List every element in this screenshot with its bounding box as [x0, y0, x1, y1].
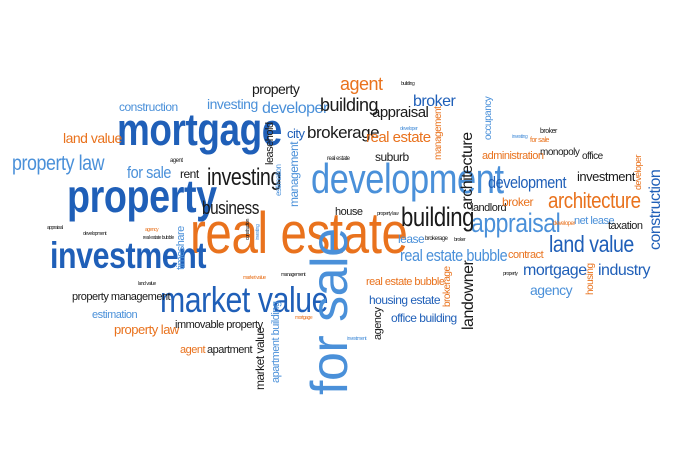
word-architecture-right: architecture: [548, 188, 641, 213]
word-property-management: property management: [72, 291, 171, 303]
word-market-value-tiny: market value: [243, 275, 266, 281]
word-real-estate-bubble-blue: real estate bubble: [400, 246, 508, 265]
word-lease: lease: [398, 232, 425, 246]
word-real-estate-main: real estate: [190, 201, 408, 266]
word-investing-tiny: investing: [512, 134, 528, 140]
word-agent-bottom: agent: [180, 344, 206, 356]
word-occupancy-vert: occupancy: [483, 96, 494, 140]
word-property-tiny: property: [503, 271, 518, 277]
word-broker-tiny: broker: [454, 237, 466, 243]
word-mortgage-main: mortgage: [117, 104, 282, 155]
word-management-vert: management: [287, 141, 301, 207]
word-administration: administration: [482, 150, 544, 162]
word-estimation-bottom: estimation: [92, 309, 138, 321]
word-broker-mid: broker: [502, 195, 534, 209]
word-architecture-vert: architecture: [459, 132, 476, 210]
word-development-right: development: [488, 173, 567, 192]
word-for-sale-vertical: for sale: [301, 228, 359, 395]
word-building-top: building: [320, 95, 379, 115]
word-market-value-vert: market value: [253, 327, 267, 390]
word-agent-tiny: agent: [170, 158, 183, 164]
word-developer-tiny: developer: [553, 221, 575, 227]
word-mortgage-right: mortgage: [523, 262, 587, 279]
word-property-law-bottom: property law: [114, 322, 179, 337]
word-agency-vert: agency: [372, 307, 384, 340]
word-real-estate-bubble-orange: real estate bubble: [366, 276, 445, 288]
word-apartment: apartment: [207, 344, 253, 356]
word-brokerage-tiny: brokerage: [425, 236, 448, 242]
word-appraisal-top: appraisal: [372, 104, 429, 121]
word-broker-top: broker: [413, 93, 456, 110]
word-office-building: office building: [391, 311, 457, 325]
word-taxation: taxation: [608, 220, 643, 232]
word-rent-left: rent: [180, 167, 199, 181]
word-contract: contract: [508, 249, 544, 261]
word-investment-tiny: investment: [347, 336, 367, 342]
word-apartment-building-vert: apartment building: [270, 301, 282, 383]
word-for-sale-left: for sale: [127, 163, 171, 182]
word-management-orange-vert: management: [433, 106, 444, 160]
word-property-law-tiny: property law: [377, 211, 399, 217]
word-building-mid: building: [401, 202, 475, 232]
word-mortgage-tiny: mortgage: [295, 315, 313, 321]
word-real-estate-bubble-tiny: real estate bubble: [143, 235, 174, 241]
word-management-tiny: management: [281, 272, 306, 278]
word-land-value-right: land value: [549, 231, 634, 257]
word-developer-vert: developer: [633, 154, 643, 190]
word-property-main: property: [67, 170, 217, 222]
word-construction-tiny: construction: [245, 219, 251, 240]
word-investing-top: investing: [207, 96, 258, 112]
word-development-main: development: [311, 155, 504, 202]
word-estimation-vert: estimation: [274, 164, 283, 196]
word-building-tiny: building: [401, 81, 415, 87]
word-business-mid: business: [202, 198, 259, 218]
word-immovable-property: immovable property: [175, 319, 263, 331]
word-brokerage-top: brokerage: [307, 123, 380, 142]
word-office: office: [582, 151, 603, 162]
word-industry: industry: [598, 262, 651, 279]
word-agent-top: agent: [340, 74, 383, 94]
word-appraisal-right: appraisal: [471, 208, 561, 238]
word-investing-tiny2: investing: [255, 224, 261, 240]
word-leasehold-vert: leasehold: [264, 122, 276, 165]
word-development-tiny: development: [83, 231, 107, 237]
word-construction-left: construction: [119, 100, 178, 114]
word-timeshare-vert: timeshare: [175, 226, 187, 270]
word-housing-vert: housing: [585, 263, 596, 295]
word-land-value-tiny: land value: [138, 281, 156, 287]
word-investing-mid: investing: [207, 164, 281, 191]
word-construction-vert: construction: [647, 169, 664, 250]
word-suburb-top: suburb: [375, 150, 409, 164]
word-housing-estate: housing estate: [369, 293, 441, 307]
word-agency-right: agency: [530, 282, 573, 298]
word-developer-top: developer: [262, 100, 328, 117]
word-developer-tiny2: developer: [400, 126, 418, 132]
word-investment-main: investment: [50, 235, 207, 276]
word-city-top: city: [287, 126, 305, 141]
word-real-estate-top: real estate: [366, 129, 431, 146]
word-property-law-left: property law: [12, 152, 105, 175]
word-brokerage-vert: brokerage: [442, 266, 453, 307]
word-house-mid: house: [335, 206, 363, 218]
word-landlord: landlord: [471, 202, 507, 214]
word-agency-tiny: agency: [145, 227, 159, 233]
word-net-lease: net lease: [574, 215, 615, 227]
word-for-sale-tiny: for sale: [530, 137, 549, 144]
word-real-estate-tiny: real estate: [327, 156, 350, 162]
word-property-top: property: [252, 81, 300, 97]
word-appraisal-tiny: appraisal: [47, 225, 63, 231]
word-monopoly: monopoly: [540, 147, 580, 158]
word-broker-right: broker: [540, 128, 557, 135]
word-landowner-vert: landowner: [460, 260, 477, 330]
word-market-value-main: market value: [160, 279, 329, 320]
word-land-value-left: land value: [63, 130, 122, 146]
word-investment-right: investment: [577, 169, 635, 184]
